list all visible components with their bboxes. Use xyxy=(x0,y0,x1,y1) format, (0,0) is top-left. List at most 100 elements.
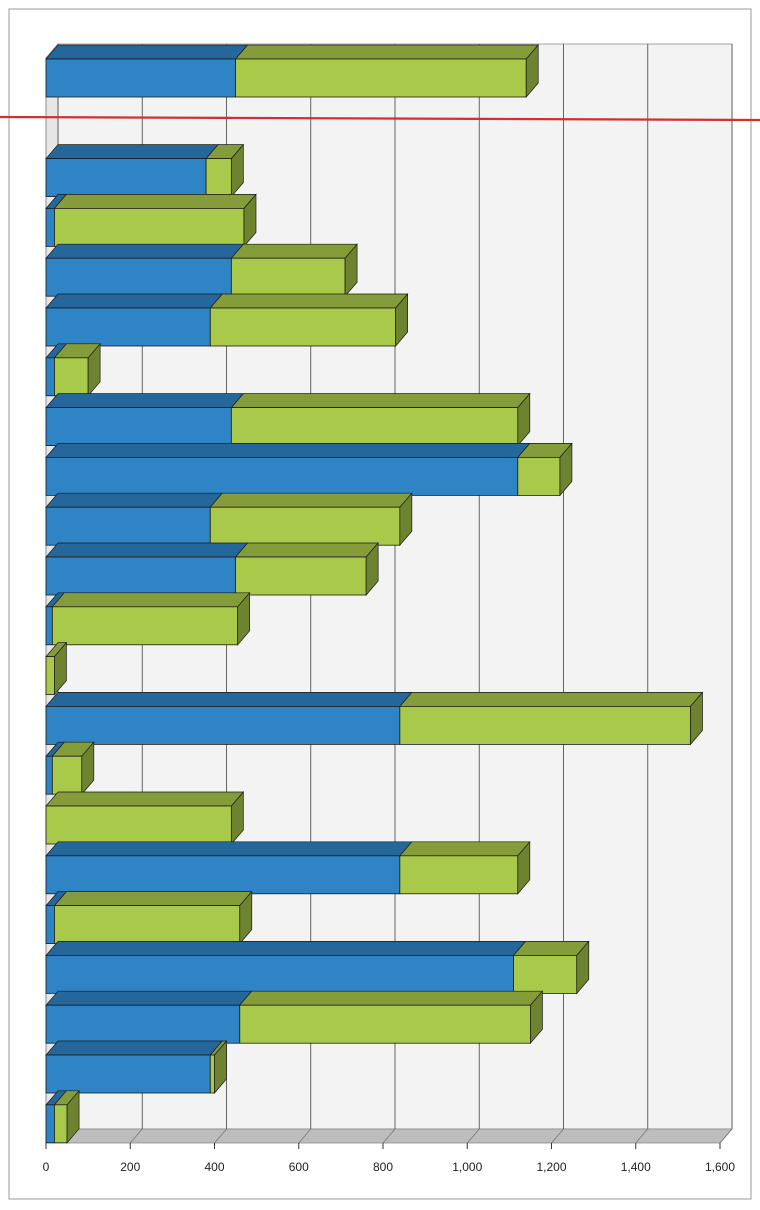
bar-segment-series-1 xyxy=(45,407,232,447)
bar-segment-series-1 xyxy=(45,706,401,745)
bar-segment-series-1 xyxy=(45,58,236,98)
bar-top-face xyxy=(209,293,409,309)
bar-side-face xyxy=(239,890,253,945)
bar-segment-series-2 xyxy=(45,656,55,695)
bar-row xyxy=(45,392,531,447)
bar-top-face xyxy=(45,841,413,857)
bar-segment-series-1 xyxy=(45,1104,55,1144)
bar-row xyxy=(45,940,590,995)
bar-segment-series-1 xyxy=(45,955,514,994)
bar-segment-series-1 xyxy=(45,855,401,895)
bar-top-face xyxy=(234,44,539,60)
bar-segment-series-2 xyxy=(399,855,519,895)
floor-gridline xyxy=(719,1128,733,1144)
bar-row xyxy=(45,143,245,198)
bar-top-face xyxy=(45,243,245,259)
bar-side-face xyxy=(81,741,95,796)
bar-segment-series-2 xyxy=(54,357,89,397)
bar-row xyxy=(45,990,544,1045)
bar-segment-series-1 xyxy=(45,1004,241,1044)
floor-gridline xyxy=(129,1128,143,1144)
bar-segment-series-2 xyxy=(51,606,239,646)
floor-gridline xyxy=(214,1128,227,1144)
x-tick-label: 400 xyxy=(204,1160,224,1174)
bar-segment-series-1 xyxy=(45,1054,211,1094)
bar-segment-series-1 xyxy=(45,357,55,397)
bar-side-face xyxy=(365,542,379,596)
bar-segment-series-1 xyxy=(45,506,211,546)
bar-top-face xyxy=(51,592,251,608)
bar-top-face xyxy=(45,44,249,60)
bar-row xyxy=(45,890,253,945)
bar-side-face xyxy=(87,342,101,397)
bar-segment-series-2 xyxy=(399,706,691,745)
bar-row xyxy=(45,691,704,746)
bar-top-face xyxy=(230,393,531,408)
bar-side-face xyxy=(214,1040,227,1094)
bar-top-face xyxy=(45,1040,224,1056)
bar-side-face xyxy=(530,990,543,1045)
bar-row xyxy=(45,542,379,596)
bar-top-face xyxy=(45,990,253,1006)
bar-segment-series-1 xyxy=(45,606,53,646)
x-tick-label: 0 xyxy=(43,1160,50,1174)
bar-top-face xyxy=(230,243,358,259)
bar-segment-series-1 xyxy=(45,207,55,247)
bar-segment-series-1 xyxy=(45,307,211,347)
bar-side-face xyxy=(525,44,539,98)
bar-top-face xyxy=(239,990,544,1006)
bar-top-face xyxy=(399,841,531,857)
x-tick-label: 600 xyxy=(289,1160,309,1174)
bar-top-face xyxy=(45,293,224,309)
x-axis-ticks: 0 200 400 600 800 1,000 1,200 1,400 1,600 xyxy=(43,1143,735,1174)
bar-segment-series-2 xyxy=(517,456,561,496)
bar-segment-series-2 xyxy=(235,58,527,98)
bar-side-face xyxy=(231,791,244,845)
x-tick-label: 1,400 xyxy=(621,1160,651,1174)
bar-side-face xyxy=(517,392,531,447)
bar-segment-series-2 xyxy=(239,1004,531,1044)
bar-top-face xyxy=(53,194,257,209)
bar-segment-series-2 xyxy=(230,407,519,447)
bar-segment-series-2 xyxy=(54,905,241,944)
figure-border xyxy=(8,8,752,1200)
bar-top-face xyxy=(45,443,531,458)
bar-row xyxy=(45,44,539,98)
bar-top-face xyxy=(45,393,245,408)
floor-gridline xyxy=(635,1128,649,1144)
bar-row xyxy=(45,442,573,497)
x-tick-label: 1,000 xyxy=(452,1160,482,1174)
bar-side-face xyxy=(559,442,573,497)
bar-side-face xyxy=(237,591,251,646)
bar-side-face xyxy=(54,641,67,696)
bar-segment-series-1 xyxy=(45,556,236,596)
bar-top-face xyxy=(45,692,413,707)
floor-gridline xyxy=(551,1128,564,1144)
bar-segment-series-1 xyxy=(45,905,55,944)
bar-segment-series-2 xyxy=(235,556,367,596)
bar-side-face xyxy=(576,940,590,995)
bar-segment-series-1 xyxy=(45,755,53,795)
bar-row xyxy=(45,741,95,796)
bars xyxy=(45,44,704,1144)
reference-line xyxy=(0,115,760,122)
bar-row xyxy=(45,293,409,347)
bar-segment-series-2 xyxy=(205,158,232,198)
bar-segment-series-1 xyxy=(45,257,232,297)
bar-top-face xyxy=(512,941,590,956)
bar-segment-series-2 xyxy=(209,1054,215,1094)
x-tick-label: 200 xyxy=(120,1160,140,1174)
bar-top-face xyxy=(234,542,379,558)
bar-side-face xyxy=(395,293,408,347)
bar-row xyxy=(45,641,68,696)
bar-row xyxy=(45,193,257,248)
bar-segment-series-2 xyxy=(45,805,232,845)
bar-segment-series-1 xyxy=(45,456,519,496)
red-reference-line xyxy=(0,115,760,122)
bar-row xyxy=(45,791,245,845)
bar-row xyxy=(45,342,101,397)
bar-top-face xyxy=(209,492,413,508)
bar-row xyxy=(45,1089,80,1144)
